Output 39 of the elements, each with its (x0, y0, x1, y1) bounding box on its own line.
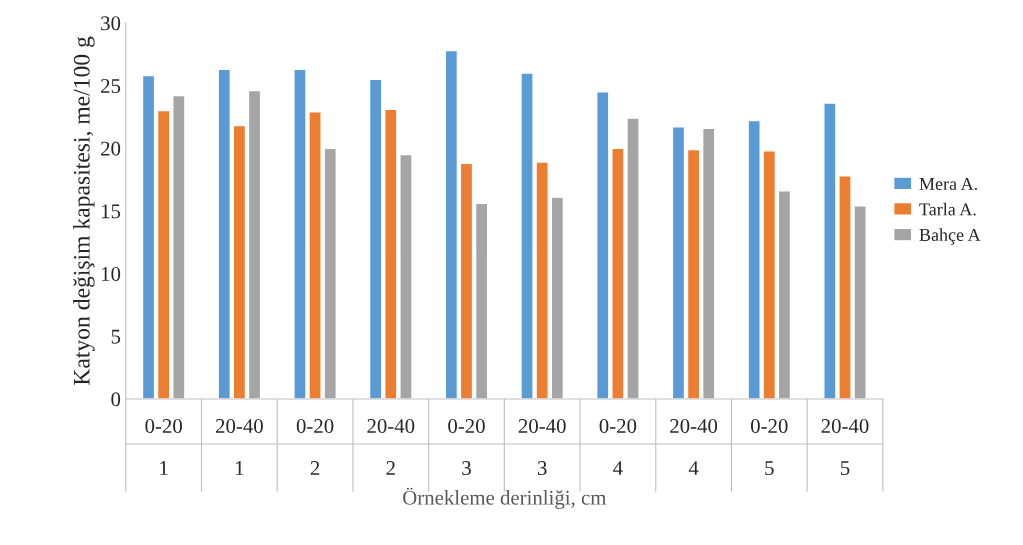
y-tick-label: 5 (111, 329, 121, 344)
category-label: 0-20 4 (599, 418, 637, 475)
bar (550, 196, 565, 399)
legend-label: Mera A. (919, 177, 977, 191)
category-label: 0-20 1 (145, 418, 182, 475)
category-label: 20-40 1 (215, 418, 263, 475)
bar (156, 109, 171, 399)
y-tick-label: 30 (101, 16, 121, 31)
category-label: 0-20 2 (296, 418, 334, 475)
y-tick-label: 0 (111, 392, 121, 407)
bar (247, 89, 262, 399)
y-tick-label: 25 (101, 79, 121, 93)
legend-label: Tarla A. (919, 202, 976, 216)
bar (444, 49, 459, 399)
category-label: 20-40 2 (367, 418, 415, 475)
bar (762, 150, 777, 399)
bar (217, 68, 231, 399)
bar (368, 78, 383, 399)
y-axis-title: Katyon değişim kapasitesi, me/100 g (73, 36, 95, 385)
bar (459, 162, 474, 399)
y-tick-label: 10 (101, 266, 121, 282)
bar (671, 126, 686, 399)
bar (172, 94, 186, 399)
category-label: 20-40 3 (518, 418, 566, 476)
bar (686, 148, 701, 399)
category-label: 0-20 3 (448, 418, 485, 476)
legend-label: Bahçe A (919, 228, 981, 245)
bar (232, 124, 247, 399)
bar (777, 190, 792, 399)
x-axis-title: Örnekleme derinliği, cm (403, 487, 607, 510)
y-tick-label: 20 (101, 141, 121, 156)
bar (474, 202, 489, 399)
category-label: 20-40 4 (670, 418, 718, 475)
y-tick-label: 15 (101, 204, 121, 219)
bar (141, 74, 156, 399)
bar (701, 127, 716, 399)
bar (747, 119, 761, 399)
category-label: 0-20 5 (751, 418, 788, 476)
category-label: 20-40 5 (821, 418, 869, 476)
